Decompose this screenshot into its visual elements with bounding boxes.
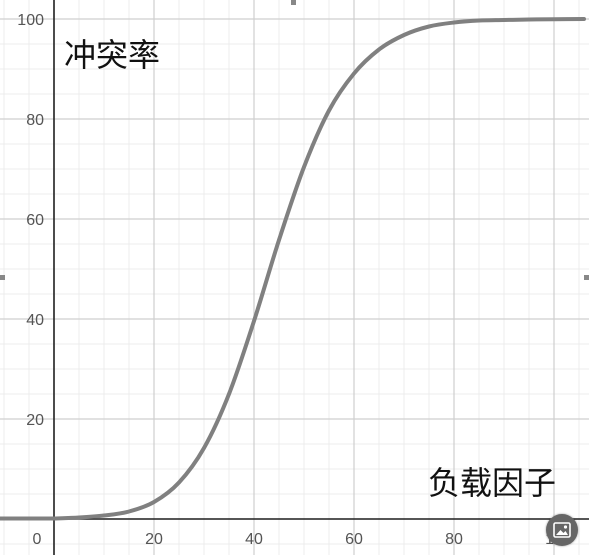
x-axis-title: 负载因子 bbox=[428, 464, 556, 502]
x-tick-label: 40 bbox=[245, 531, 263, 548]
y-tick-label: 100 bbox=[17, 12, 44, 29]
image-export-icon bbox=[553, 522, 571, 538]
top-edge-marker bbox=[291, 0, 296, 5]
y-tick-label: 40 bbox=[26, 312, 44, 329]
right-edge-marker bbox=[584, 275, 589, 280]
y-axis-title: 冲突率 bbox=[64, 36, 160, 74]
y-tick-label: 80 bbox=[26, 112, 44, 129]
export-image-button[interactable] bbox=[546, 514, 578, 546]
series-line bbox=[0, 17, 586, 521]
x-tick-label: 20 bbox=[145, 531, 163, 548]
x-tick-label: 60 bbox=[345, 531, 363, 548]
series-layer bbox=[0, 17, 586, 521]
y-tick-label: 20 bbox=[26, 412, 44, 429]
y-tick-labels: 20 40 60 80 100 bbox=[17, 12, 44, 429]
x-tick-label: 0 bbox=[33, 531, 42, 548]
x-tick-label: 80 bbox=[445, 531, 463, 548]
y-tick-label: 60 bbox=[26, 212, 44, 229]
left-edge-marker bbox=[0, 275, 5, 280]
